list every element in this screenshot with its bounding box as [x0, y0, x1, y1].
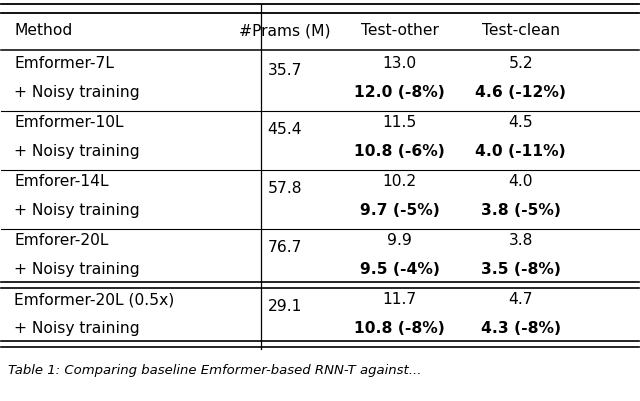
- Text: Table 1: Comparing baseline Emformer-based RNN-T against...: Table 1: Comparing baseline Emformer-bas…: [8, 363, 421, 377]
- Text: 4.0 (-11%): 4.0 (-11%): [476, 144, 566, 158]
- Text: Test-clean: Test-clean: [482, 23, 560, 38]
- Text: 5.2: 5.2: [508, 56, 533, 71]
- Text: + Noisy training: + Noisy training: [14, 320, 140, 335]
- Text: 76.7: 76.7: [268, 240, 302, 255]
- Text: 3.5 (-8%): 3.5 (-8%): [481, 261, 561, 276]
- Text: Emformer-7L: Emformer-7L: [14, 56, 114, 71]
- Text: 4.6 (-12%): 4.6 (-12%): [476, 85, 566, 99]
- Text: 4.5: 4.5: [508, 115, 533, 130]
- Text: Test-other: Test-other: [361, 23, 438, 38]
- Text: 12.0 (-8%): 12.0 (-8%): [354, 85, 445, 99]
- Text: + Noisy training: + Noisy training: [14, 203, 140, 217]
- Text: + Noisy training: + Noisy training: [14, 144, 140, 158]
- Text: + Noisy training: + Noisy training: [14, 261, 140, 276]
- Text: 9.9: 9.9: [387, 233, 412, 248]
- Text: 29.1: 29.1: [268, 299, 302, 314]
- Text: 4.0: 4.0: [508, 174, 533, 189]
- Text: 4.7: 4.7: [508, 292, 533, 307]
- Text: 10.8 (-8%): 10.8 (-8%): [354, 320, 445, 335]
- Text: Emforer-20L: Emforer-20L: [14, 233, 109, 248]
- Text: 3.8: 3.8: [509, 233, 533, 248]
- Text: 9.5 (-4%): 9.5 (-4%): [360, 261, 440, 276]
- Text: + Noisy training: + Noisy training: [14, 85, 140, 99]
- Text: 10.8 (-6%): 10.8 (-6%): [354, 144, 445, 158]
- Text: Method: Method: [14, 23, 72, 38]
- Text: 45.4: 45.4: [268, 122, 302, 137]
- Text: 4.3 (-8%): 4.3 (-8%): [481, 320, 561, 335]
- Text: 35.7: 35.7: [268, 63, 302, 78]
- Text: 3.8 (-5%): 3.8 (-5%): [481, 203, 561, 217]
- Text: Emforer-14L: Emforer-14L: [14, 174, 109, 189]
- Text: 11.5: 11.5: [383, 115, 417, 130]
- Text: Emformer-10L: Emformer-10L: [14, 115, 124, 130]
- Text: 9.7 (-5%): 9.7 (-5%): [360, 203, 440, 217]
- Text: 11.7: 11.7: [383, 292, 417, 307]
- Text: 13.0: 13.0: [383, 56, 417, 71]
- Text: #Prams (M): #Prams (M): [239, 23, 331, 38]
- Text: 10.2: 10.2: [383, 174, 417, 189]
- Text: 57.8: 57.8: [268, 181, 302, 196]
- Text: Emformer-20L (0.5x): Emformer-20L (0.5x): [14, 292, 174, 307]
